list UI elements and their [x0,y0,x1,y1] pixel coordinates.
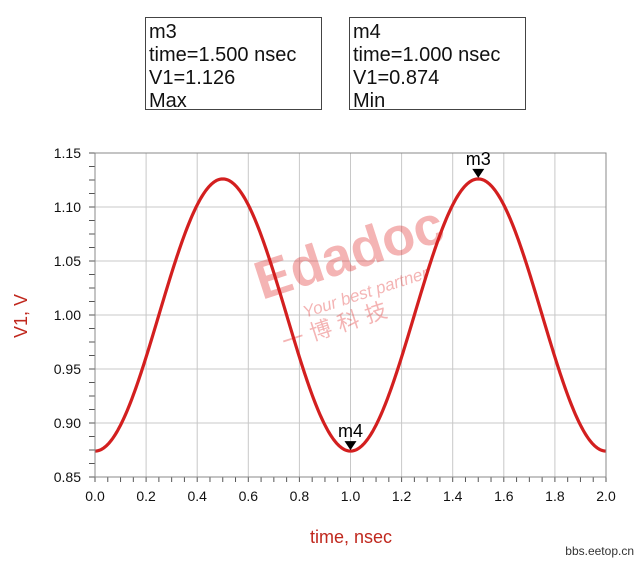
y-axis-label: V1, V [11,294,31,338]
edadoc-watermark: Edadoc Your best partner 一 博 科 技 [247,194,451,356]
x-tick-label: 1.6 [494,488,514,504]
x-tick-label: 1.4 [443,488,463,504]
marker-name: m3 [149,21,177,43]
x-tick-label: 1.2 [392,488,412,504]
marker-name: m4 [353,21,381,43]
y-tick-label: 0.90 [54,415,81,431]
watermark-site: bbs.eetop.cn [565,544,634,558]
marker-value: V1=1.126 [149,67,236,89]
marker-kind: Min [353,90,386,112]
x-tick-label: 1.0 [341,488,361,504]
y-tick-label: 0.95 [54,361,81,377]
x-tick-label: 0.6 [239,488,259,504]
x-tick-label: 1.8 [545,488,565,504]
y-tick-label: 1.15 [54,145,81,161]
marker-kind: Max [149,90,187,112]
marker-readout-m3: m3 time=1.500 nsec V1=1.126 Max [145,17,322,112]
marker-m4-label: m4 [338,421,363,441]
marker-m3-label: m3 [466,149,491,169]
marker-value: V1=0.874 [353,67,440,89]
y-tick-label: 1.10 [54,199,81,215]
marker-time: time=1.000 nsec [353,44,501,66]
y-tick-label: 1.00 [54,307,81,323]
marker-m3-triangle [472,168,485,178]
marker-time: time=1.500 nsec [149,44,297,66]
x-tick-label: 0.8 [290,488,310,504]
plot-frame [94,152,607,478]
axes: 0.0 0.2 0.4 0.6 0.8 1.0 1.2 1.4 1.6 1.8 2.0 0.85 0.9… [54,145,616,504]
point-markers: m3 m4 [338,149,491,451]
x-tick-label: 2.0 [596,488,616,504]
x-tick-label: 0.0 [85,488,105,504]
marker-readout-m4: m4 time=1.000 nsec V1=0.874 Min [349,17,526,112]
x-tick-label: 0.4 [187,488,207,504]
y-tick-label: 1.05 [54,253,81,269]
x-tick-label: 0.2 [136,488,156,504]
v1-series-line [94,177,607,453]
y-tick-label: 0.85 [54,469,81,485]
x-axis-label: time, nsec [310,527,392,547]
marker-m4-triangle [344,441,357,451]
